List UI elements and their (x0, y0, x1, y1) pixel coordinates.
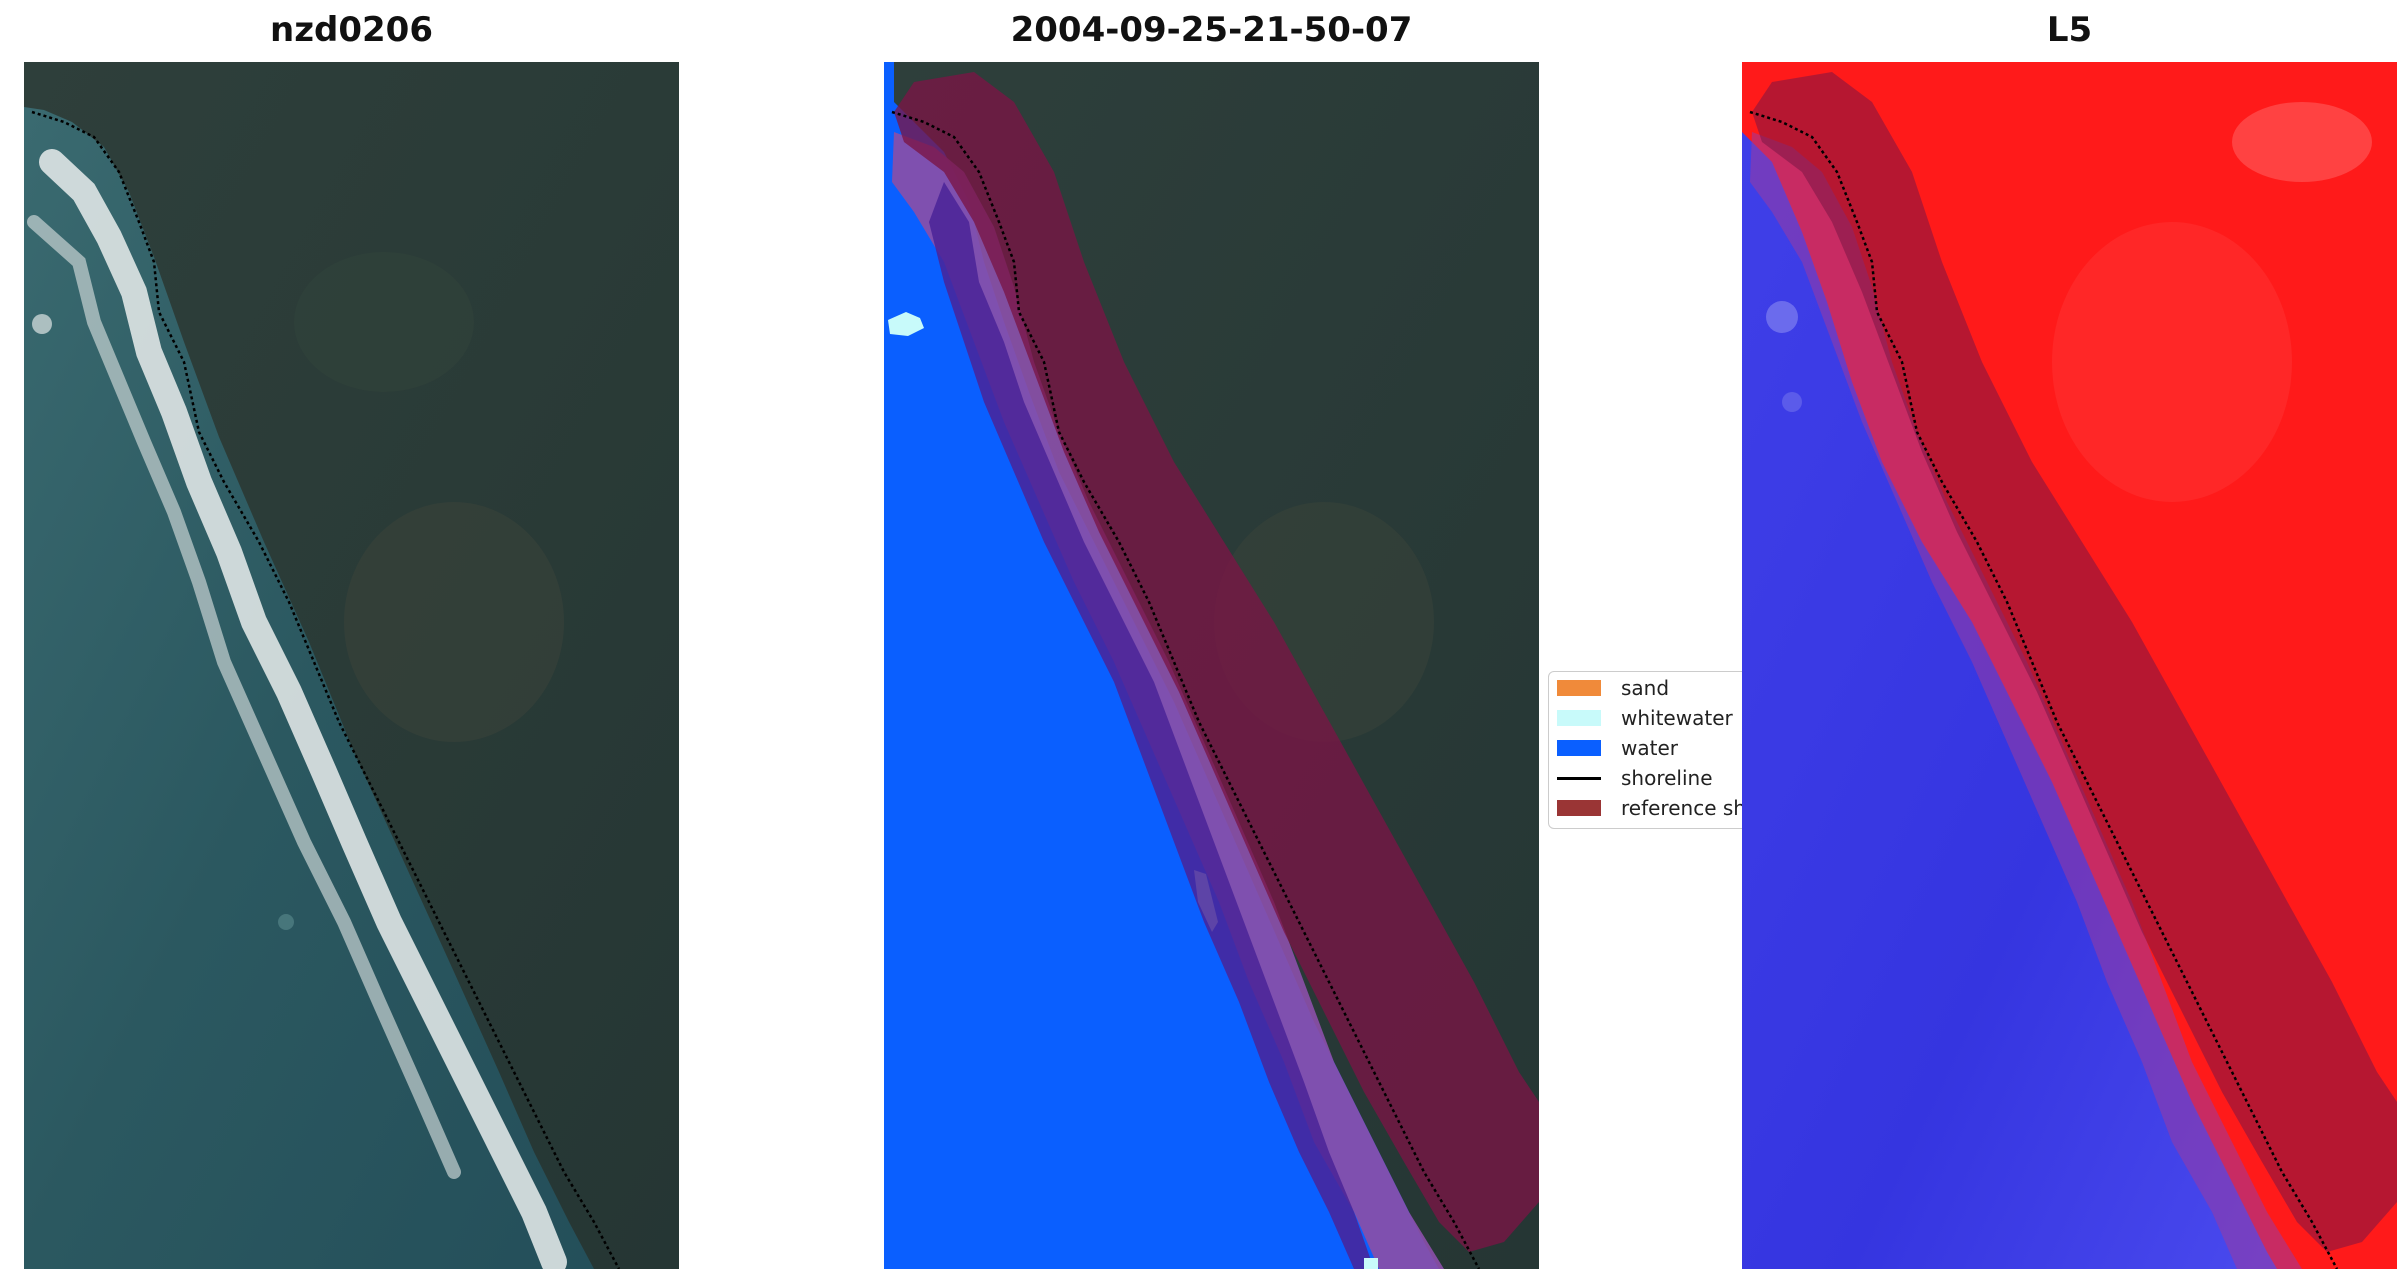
buffer-dark-inner (929, 182, 1374, 1269)
reference-shoreline-buffer (894, 72, 1539, 1252)
legend-item-whitewater: whitewater (1557, 704, 1733, 732)
shoreline-line-swatch (1557, 776, 1601, 780)
whitewater-swatch (1557, 710, 1601, 726)
index-texture (1766, 301, 1798, 333)
vegetation-patch (344, 502, 564, 742)
panel-title-rgb: nzd0206 (270, 10, 433, 50)
legend-label: sand (1621, 676, 1670, 700)
classified-whitewater (1364, 1258, 1378, 1269)
legend: sand whitewater water shoreline referenc… (1548, 671, 1748, 829)
legend-label: reference sh (1621, 796, 1746, 820)
rgb-image-panel (24, 62, 679, 1269)
foam-spot (278, 914, 294, 930)
index-texture (1782, 392, 1802, 412)
legend-item-shoreline: shoreline (1557, 764, 1713, 792)
legend-item-water: water (1557, 734, 1678, 762)
shoreline (891, 110, 1481, 1269)
vegetation-patch (294, 252, 474, 392)
surf-zone (27, 215, 461, 1179)
index-texture (2232, 102, 2372, 182)
panel-title-classified: 2004-09-25-21-50-07 (1010, 10, 1413, 50)
panel-title-index: L5 (2046, 10, 2093, 50)
index-image-panel (1742, 62, 2397, 1269)
classified-image-panel (884, 62, 1539, 1269)
legend-item-sand: sand (1557, 674, 1669, 702)
reference-shoreline-buffer (1752, 72, 2397, 1252)
index-texture (2052, 222, 2292, 502)
sand-swatch (1557, 680, 1601, 696)
foam-spot (32, 314, 52, 334)
legend-label: water (1621, 736, 1678, 760)
water-swatch (1557, 740, 1601, 756)
legend-item-reference-shoreline: reference sh (1557, 794, 1746, 822)
legend-label: shoreline (1621, 766, 1713, 790)
reference-shoreline-swatch (1557, 800, 1601, 816)
legend-label: whitewater (1621, 706, 1733, 730)
shoreline (1749, 110, 2339, 1269)
sand-band (1750, 132, 2302, 1269)
classified-whitewater (888, 312, 924, 336)
classified-water (884, 62, 1439, 1269)
shoreline (31, 110, 621, 1269)
surf-zone (39, 149, 567, 1269)
